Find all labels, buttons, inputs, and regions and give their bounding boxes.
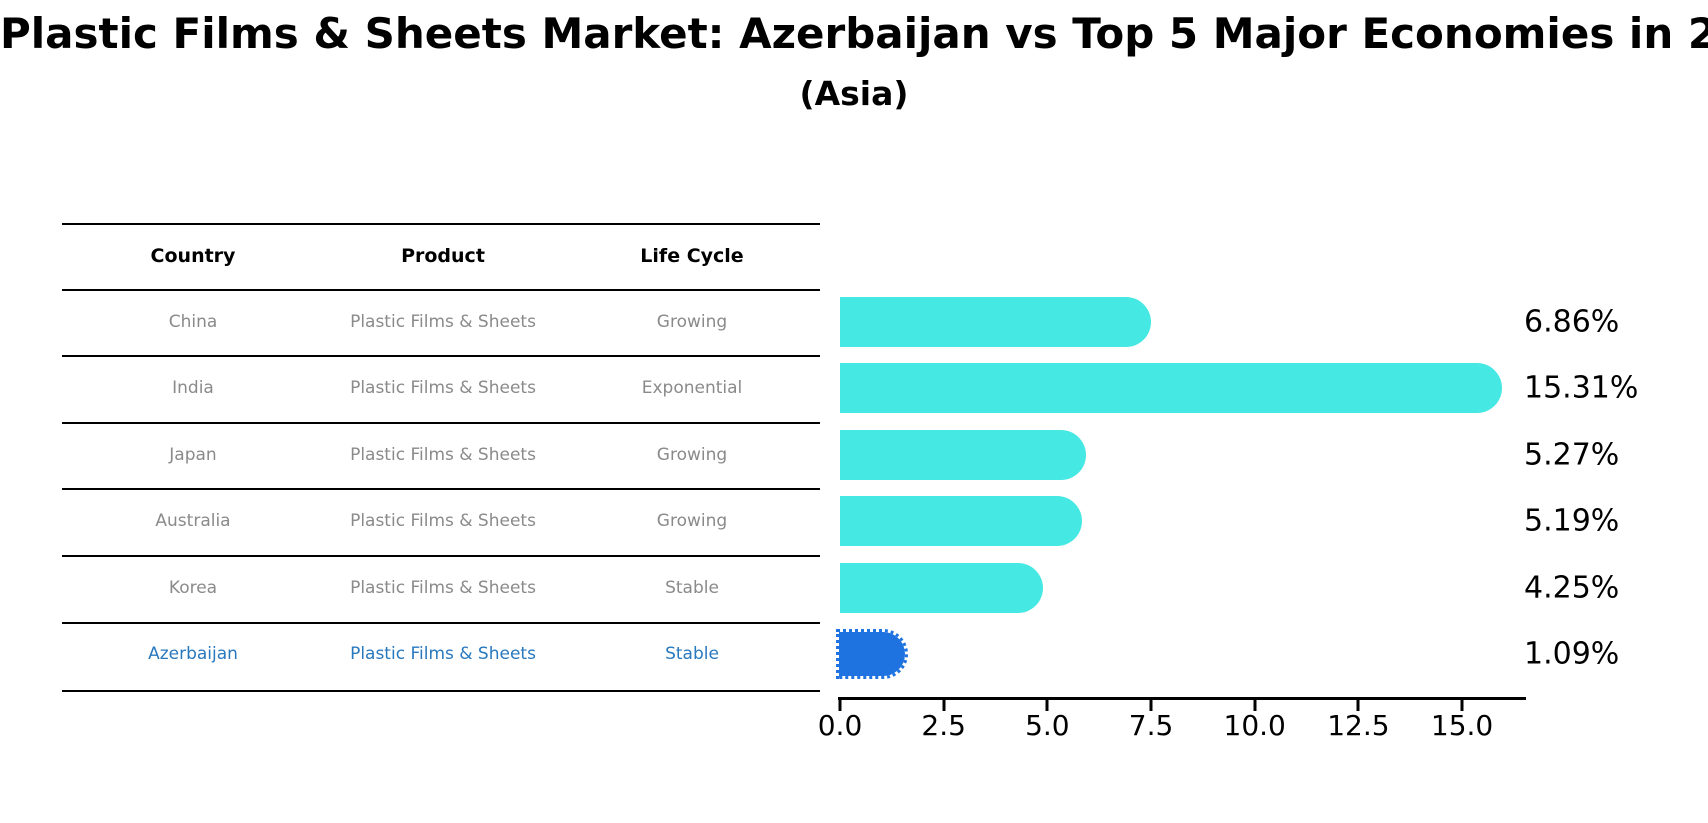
x-tick xyxy=(838,700,842,711)
x-tick-label: 12.5 xyxy=(1327,709,1390,742)
table-header-life-cycle: Life Cycle xyxy=(640,245,744,267)
table-cell-korea-product: Plastic Films & Sheets xyxy=(350,578,536,598)
table-cell-korea-life-cycle: Stable xyxy=(665,578,719,598)
x-tick xyxy=(1460,700,1464,711)
table-rule xyxy=(62,289,820,291)
table-cell-australia-product: Plastic Films & Sheets xyxy=(350,511,536,531)
bar-china xyxy=(840,297,1152,347)
value-label-korea: 4.25% xyxy=(1524,570,1620,606)
x-tick-label: 15.0 xyxy=(1430,709,1494,742)
table-rule xyxy=(62,690,820,692)
table-cell-india-life-cycle: Exponential xyxy=(641,378,743,398)
table-cell-india-country: India xyxy=(172,378,214,398)
value-label-india: 15.31% xyxy=(1524,370,1639,406)
table-rule xyxy=(62,622,820,624)
table-cell-china-country: China xyxy=(168,312,218,332)
table-cell-korea-country: Korea xyxy=(168,578,218,598)
table-cell-australia-life-cycle: Growing xyxy=(656,511,728,531)
table-cell-azerbaijan-product: Plastic Films & Sheets xyxy=(350,644,536,664)
value-label-china: 6.86% xyxy=(1524,304,1620,340)
x-tick xyxy=(1149,700,1153,711)
bar-azerbaijan xyxy=(836,629,909,679)
x-tick-label: 7.5 xyxy=(1128,709,1174,742)
table-cell-japan-product: Plastic Films & Sheets xyxy=(350,445,536,465)
page-subtitle: (Asia) xyxy=(799,74,909,113)
x-tick xyxy=(942,700,946,711)
table-rule xyxy=(62,488,820,490)
x-tick xyxy=(1356,700,1360,711)
table-cell-china-life-cycle: Growing xyxy=(656,312,728,332)
table-rule xyxy=(62,422,820,424)
table-rule xyxy=(62,223,820,225)
x-tick-label: 5.0 xyxy=(1025,709,1070,742)
value-label-azerbaijan: 1.09% xyxy=(1524,636,1620,672)
table-header-country: Country xyxy=(150,245,236,267)
x-tick-label: 0.0 xyxy=(817,709,863,742)
page-title: Plastic Films & Sheets Market: Azerbaija… xyxy=(0,9,1708,58)
x-tick-label: 2.5 xyxy=(921,709,966,742)
x-tick xyxy=(1253,700,1257,711)
x-tick xyxy=(1045,700,1049,711)
x-tick-label: 10.0 xyxy=(1223,709,1286,742)
value-label-australia: 5.19% xyxy=(1524,503,1620,539)
bar-india xyxy=(840,363,1502,413)
table-cell-china-product: Plastic Films & Sheets xyxy=(350,312,536,332)
bar-japan xyxy=(840,430,1086,480)
table-cell-india-product: Plastic Films & Sheets xyxy=(350,378,536,398)
table-cell-japan-life-cycle: Growing xyxy=(656,445,728,465)
bar-korea xyxy=(840,563,1044,613)
table-rule xyxy=(62,555,820,557)
table-cell-australia-country: Australia xyxy=(155,511,231,531)
value-label-japan: 5.27% xyxy=(1524,437,1620,473)
table-cell-azerbaijan-life-cycle: Stable xyxy=(665,644,719,664)
table-header-product: Product xyxy=(401,245,485,267)
table-cell-japan-country: Japan xyxy=(169,445,217,465)
bar-australia xyxy=(840,496,1083,546)
table-cell-azerbaijan-country: Azerbaijan xyxy=(148,644,238,664)
x-axis-line xyxy=(838,697,1526,700)
table-rule xyxy=(62,355,820,357)
